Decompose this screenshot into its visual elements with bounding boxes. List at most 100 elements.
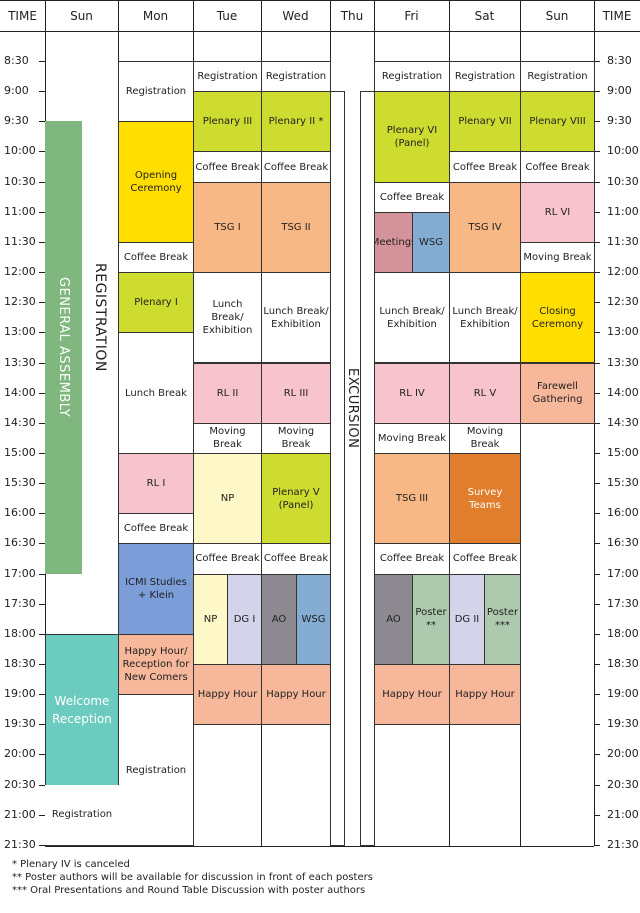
session-coffee-break[interactable]: Coffee Break bbox=[449, 151, 521, 183]
time-tick bbox=[594, 422, 600, 424]
session-dg-i[interactable]: DG I bbox=[227, 573, 262, 665]
session-opening-ceremony[interactable]: Opening Ceremony bbox=[118, 121, 194, 243]
session-registration[interactable]: Registration bbox=[520, 61, 595, 93]
time-label: 10:30 bbox=[607, 174, 639, 188]
time-tick bbox=[39, 61, 45, 62]
session-moving-break[interactable]: Moving Break bbox=[261, 422, 331, 454]
session-happy-hour-reception-for-new-comers[interactable]: Happy Hour/ Reception for New Comers bbox=[118, 633, 194, 696]
time-label: 17:00 bbox=[4, 566, 36, 580]
session-plenary-iii[interactable]: Plenary III bbox=[193, 91, 262, 153]
session-np[interactable]: NP bbox=[193, 452, 262, 545]
session-rl-i[interactable]: RL I bbox=[118, 452, 194, 515]
time-tick bbox=[39, 513, 45, 515]
session-rl-v[interactable]: RL V bbox=[449, 362, 521, 424]
footnote: ** Poster authors will be available for … bbox=[12, 872, 373, 883]
session-closing-ceremony[interactable]: Closing Ceremony bbox=[520, 272, 595, 364]
grid-rule bbox=[0, 0, 640, 1]
session-meetings[interactable]: Meetings bbox=[374, 211, 413, 274]
session-ao[interactable]: AO bbox=[374, 573, 413, 665]
session-registration[interactable]: Registration bbox=[45, 784, 119, 846]
time-tick bbox=[594, 302, 600, 304]
time-label: 18:00 bbox=[607, 626, 639, 640]
session-coffee-break[interactable]: Coffee Break bbox=[118, 513, 194, 545]
session-rl-ii[interactable]: RL II bbox=[193, 362, 262, 424]
time-tick bbox=[39, 241, 45, 243]
session-registration[interactable]: Registration bbox=[193, 61, 262, 93]
session-plenary-v-panel[interactable]: Plenary V (Panel) bbox=[261, 452, 331, 545]
session-registration[interactable]: Registration bbox=[449, 61, 521, 93]
time-tick bbox=[594, 483, 600, 485]
time-label: 17:00 bbox=[607, 566, 639, 580]
session-coffee-break[interactable]: Coffee Break bbox=[374, 181, 450, 213]
session-registration[interactable]: Registration bbox=[374, 61, 450, 93]
session-tsg-iii[interactable]: TSG III bbox=[374, 452, 450, 545]
session-wsg[interactable]: WSG bbox=[296, 573, 331, 665]
session-plenary-vii[interactable]: Plenary VII bbox=[449, 91, 521, 153]
session-coffee-break[interactable]: Coffee Break bbox=[118, 241, 194, 274]
session-happy-hour[interactable]: Happy Hour bbox=[261, 664, 331, 726]
time-label: 11:00 bbox=[607, 204, 639, 218]
session-moving-break[interactable]: Moving Break bbox=[449, 422, 521, 454]
session-wsg[interactable]: WSG bbox=[412, 211, 450, 274]
session-tsg-iv[interactable]: TSG IV bbox=[449, 181, 521, 274]
time-label: 16:30 bbox=[607, 536, 639, 550]
time-tick bbox=[39, 844, 45, 846]
session-rl-iii[interactable]: RL III bbox=[261, 362, 331, 424]
time-tick bbox=[594, 332, 600, 334]
session-lunch-break-exhibition[interactable]: Lunch Break/ Exhibition bbox=[449, 272, 521, 364]
time-tick bbox=[39, 483, 45, 485]
time-label: 19:00 bbox=[607, 687, 639, 701]
session-farewell-gathering[interactable]: Farewell Gathering bbox=[520, 362, 595, 424]
general-assembly-block[interactable] bbox=[45, 121, 82, 574]
footnote: * Plenary IV is canceled bbox=[12, 859, 130, 870]
session-rl-iv[interactable]: RL IV bbox=[374, 362, 450, 424]
time-label: 11:30 bbox=[607, 234, 639, 248]
session-moving-break[interactable]: Moving Break bbox=[193, 422, 262, 454]
session-moving-break[interactable]: Moving Break bbox=[520, 241, 595, 274]
session-lunch-break-exhibition[interactable]: Lunch Break/ Exhibition bbox=[374, 272, 450, 364]
time-label: 21:30 bbox=[607, 837, 639, 851]
time-label: 11:30 bbox=[4, 234, 36, 248]
session-plenary-vi-panel[interactable]: Plenary VI (Panel) bbox=[374, 91, 450, 183]
session-lunch-break-exhibition[interactable]: Lunch Break/ Exhibition bbox=[193, 272, 262, 364]
session-coffee-break[interactable]: Coffee Break bbox=[193, 151, 262, 183]
session-coffee-break[interactable]: Coffee Break bbox=[520, 151, 595, 183]
session-lunch-break[interactable]: Lunch Break bbox=[118, 332, 194, 454]
session-registration[interactable]: Registration bbox=[261, 61, 331, 93]
session-survey-teams[interactable]: Survey Teams bbox=[449, 452, 521, 545]
session-tsg-ii[interactable]: TSG II bbox=[261, 181, 331, 274]
time-label: 21:00 bbox=[4, 807, 36, 821]
session-coffee-break[interactable]: Coffee Break bbox=[261, 543, 331, 575]
session-coffee-break[interactable]: Coffee Break bbox=[449, 543, 521, 575]
session-registration[interactable]: Registration bbox=[118, 694, 194, 846]
time-tick bbox=[39, 91, 45, 93]
welcome-reception-block[interactable]: Welcome Reception bbox=[45, 633, 119, 786]
session-plenary-viii[interactable]: Plenary VIII bbox=[520, 91, 595, 153]
session-happy-hour[interactable]: Happy Hour bbox=[449, 664, 521, 726]
session-coffee-break[interactable]: Coffee Break bbox=[374, 543, 450, 575]
session-moving-break[interactable]: Moving Break bbox=[374, 422, 450, 454]
session-lunch-break-exhibition[interactable]: Lunch Break/ Exhibition bbox=[261, 272, 331, 364]
session-happy-hour[interactable]: Happy Hour bbox=[374, 664, 450, 726]
session-happy-hour[interactable]: Happy Hour bbox=[193, 664, 262, 726]
session-poster[interactable]: Poster *** bbox=[484, 573, 521, 665]
session-coffee-break[interactable]: Coffee Break bbox=[193, 543, 262, 575]
session-rl-vi[interactable]: RL VI bbox=[520, 181, 595, 243]
time-label: 13:30 bbox=[607, 355, 639, 369]
time-tick bbox=[39, 392, 45, 394]
session-registration[interactable]: Registration bbox=[118, 61, 194, 123]
session-tsg-i[interactable]: TSG I bbox=[193, 181, 262, 274]
session-plenary-i[interactable]: Plenary I bbox=[118, 272, 194, 334]
session-ao[interactable]: AO bbox=[261, 573, 297, 665]
session-plenary-ii[interactable]: Plenary II * bbox=[261, 91, 331, 153]
session-dg-ii[interactable]: DG II bbox=[449, 573, 485, 665]
session-icmi-studies-klein[interactable]: ICMI Studies + Klein bbox=[118, 543, 194, 635]
session-np[interactable]: NP bbox=[193, 573, 228, 665]
time-tick bbox=[39, 121, 45, 123]
time-tick bbox=[594, 121, 600, 123]
time-label: 15:00 bbox=[607, 445, 639, 459]
time-tick bbox=[594, 664, 600, 665]
time-label: 18:00 bbox=[4, 626, 36, 640]
session-poster[interactable]: Poster ** bbox=[412, 573, 450, 665]
session-coffee-break[interactable]: Coffee Break bbox=[261, 151, 331, 183]
